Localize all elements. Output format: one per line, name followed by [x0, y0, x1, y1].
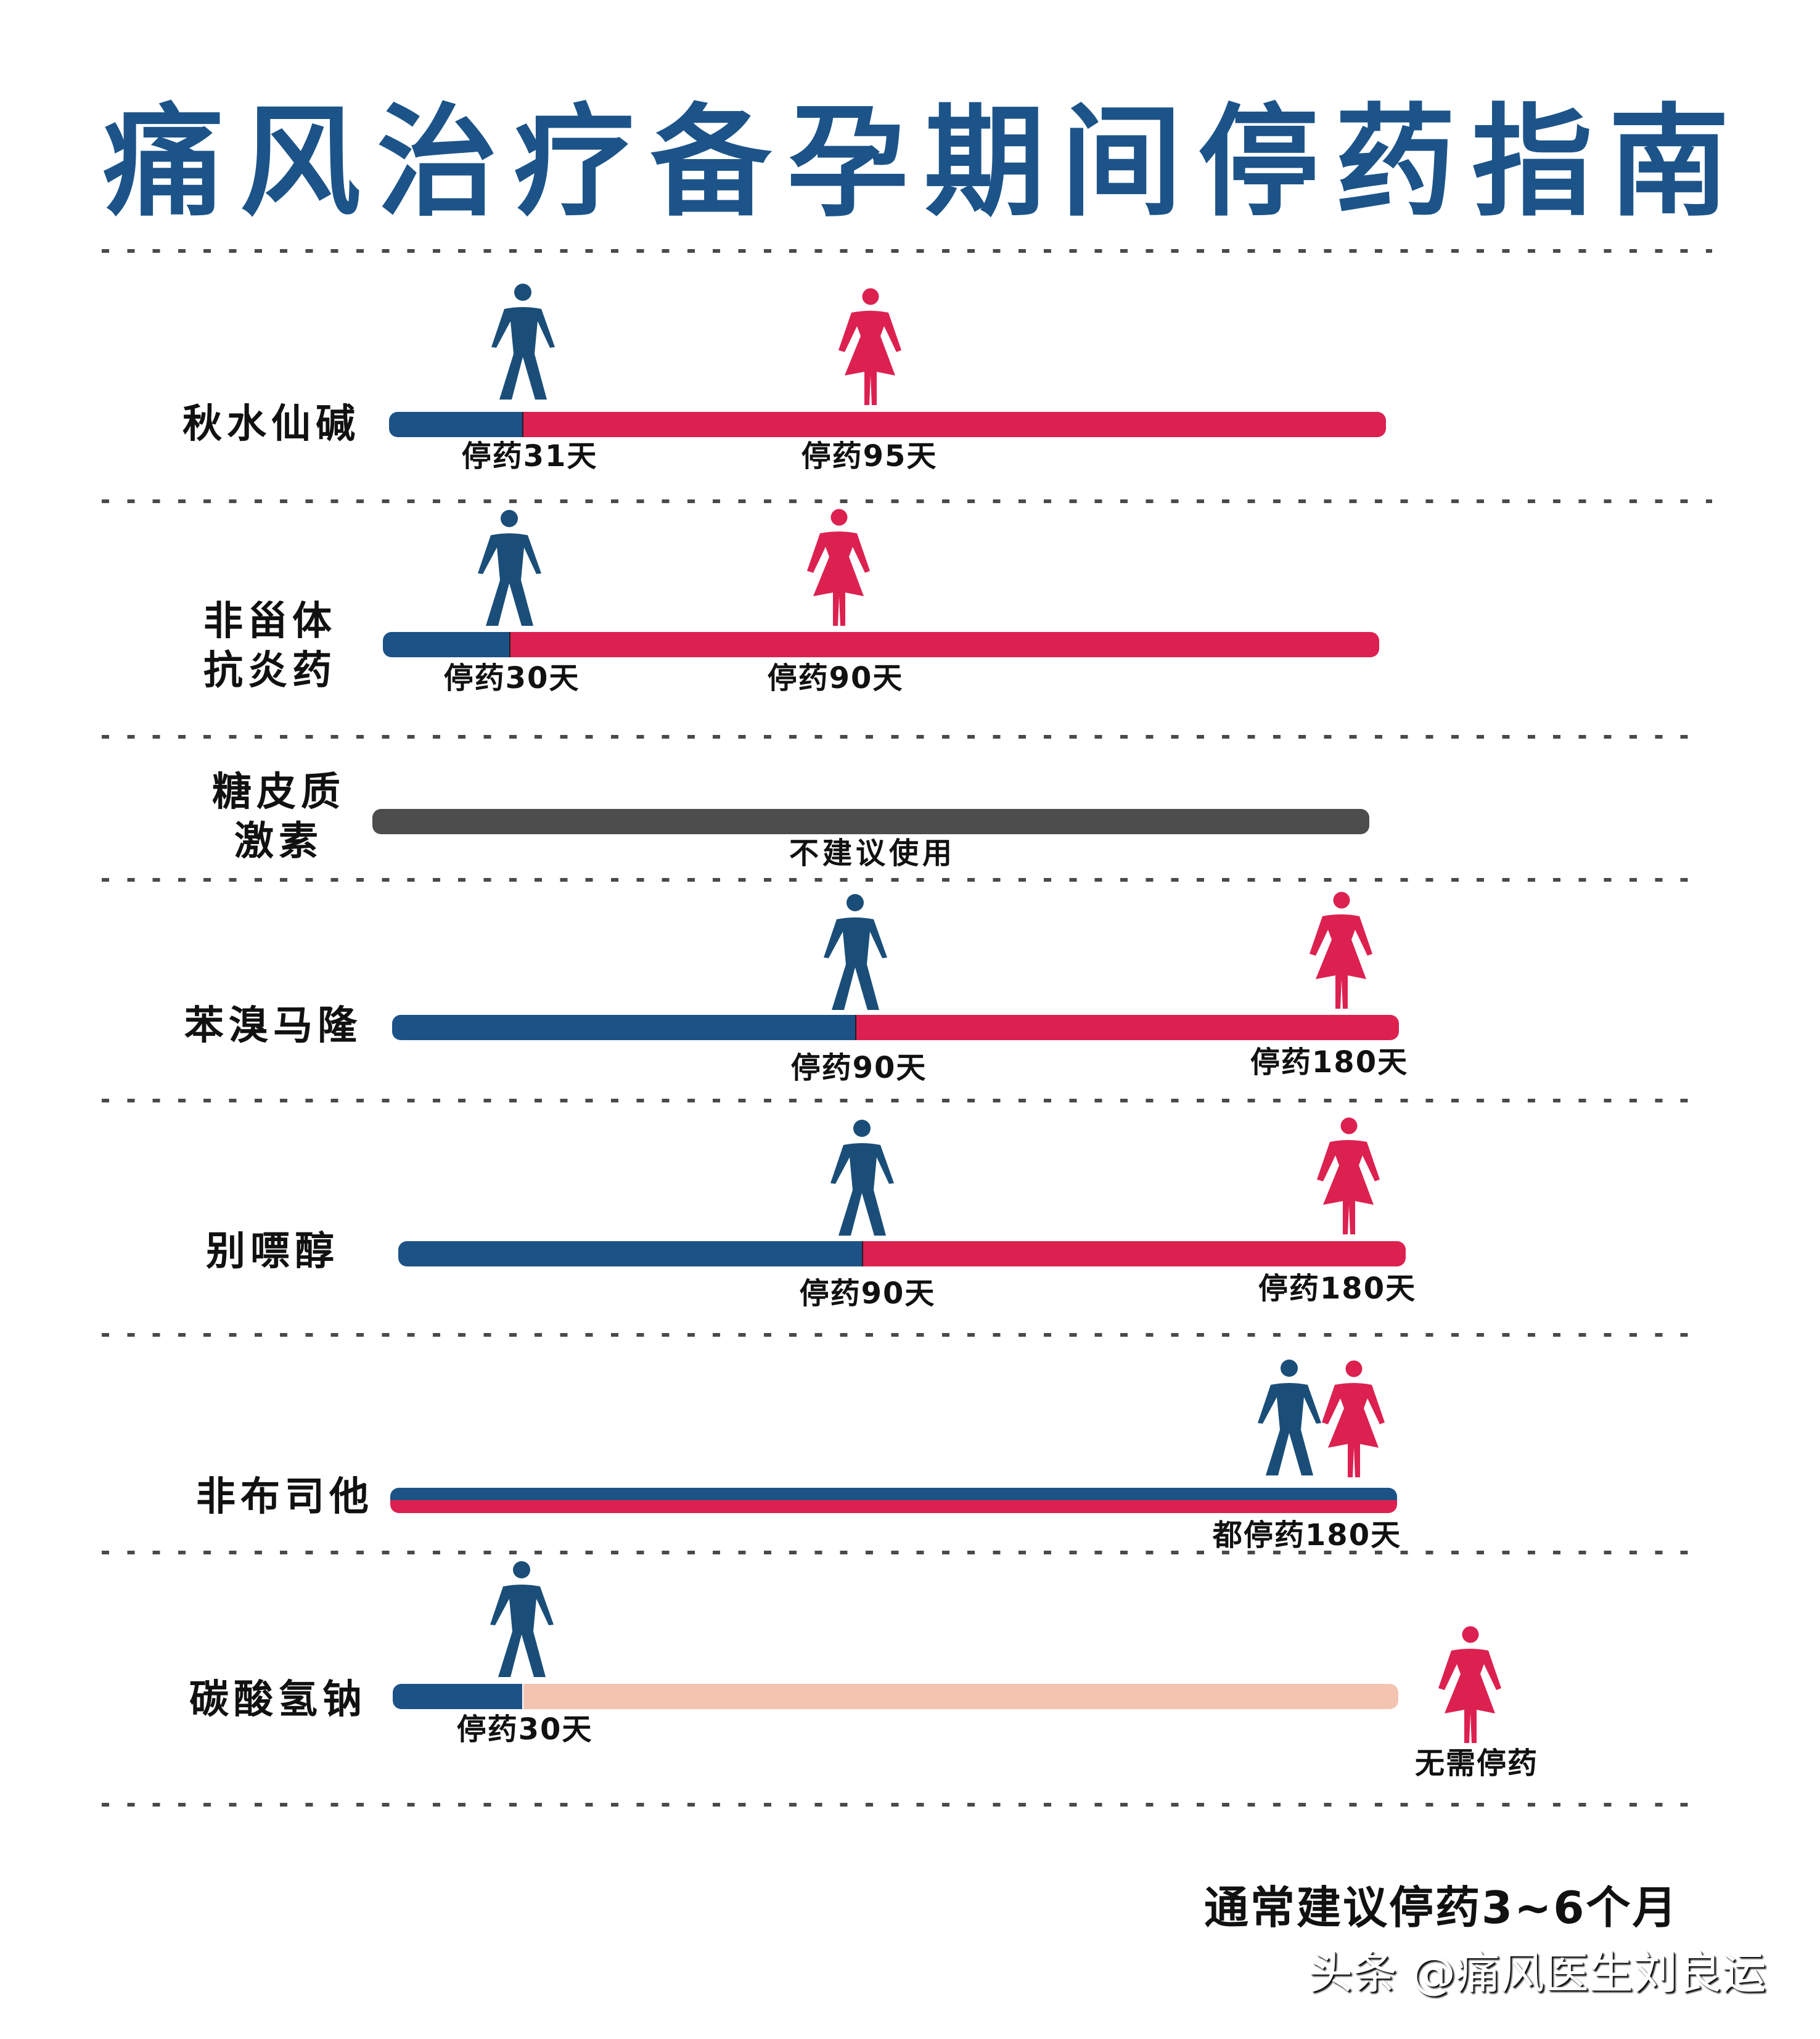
timeline-bar [372, 809, 1369, 834]
drug-name: 糖皮质 激素 [168, 768, 390, 866]
timeline-bar [389, 412, 1386, 437]
drug-name: 非甾体 抗炎药 [159, 597, 381, 695]
divider [102, 249, 1712, 253]
male-stop-label: 停药30天 [456, 1712, 593, 1747]
female-segment [522, 412, 1386, 437]
male-segment [393, 1684, 522, 1709]
female-stop-label: 停药180天 [1250, 1045, 1409, 1080]
watermark: 头条 @痛风医生刘良运 [1308, 1947, 1766, 1999]
male-stop-label: 停药30天 [443, 661, 580, 695]
no-stop-needed-segment [522, 1684, 1398, 1709]
timeline-bar [398, 1241, 1406, 1266]
female-segment [390, 1500, 1397, 1513]
male-segment [389, 412, 522, 437]
drug-name-line: 秋水仙碱 [182, 401, 360, 447]
female-stop-label: 停药95天 [801, 439, 938, 474]
divider [102, 735, 1691, 739]
drug-name: 碳酸氢钠 [167, 1675, 389, 1725]
female-segment [855, 1015, 1399, 1040]
female-stop-label: 停药90天 [767, 661, 904, 695]
divider [102, 1803, 1691, 1807]
male-stop-label: 停药90天 [799, 1276, 936, 1311]
male-segment [390, 1488, 1397, 1500]
male-segment [383, 632, 509, 657]
timeline-bar [390, 1488, 1397, 1513]
timeline-bar [392, 1015, 1399, 1040]
male-stop-label: 停药90天 [790, 1051, 927, 1085]
man-icon [467, 504, 554, 634]
drug-name-line: 激素 [234, 819, 323, 864]
footer-note: 通常建议停药3~6个月 [1204, 1882, 1679, 1934]
drug-name: 别嘌醇 [162, 1227, 383, 1276]
drug-name-line: 别嘌醇 [206, 1229, 339, 1274]
drug-name-line: 苯溴马隆 [184, 1003, 362, 1049]
male-segment [398, 1241, 862, 1266]
status-label: 不建议使用 [789, 836, 956, 871]
drug-name-line: 非甾体 [203, 599, 337, 644]
man-icon [481, 278, 567, 408]
male-stop-label: 停药31天 [461, 439, 598, 474]
woman-icon [797, 503, 883, 632]
page-title: 痛风治疗备孕期间停药指南 [103, 92, 1746, 233]
female-stop-label: 无需停药 [1414, 1746, 1538, 1781]
woman-icon [829, 282, 915, 411]
woman-icon [1300, 885, 1386, 1015]
drug-name-line: 碳酸氢钠 [189, 1677, 367, 1723]
female-segment [509, 632, 1379, 657]
divider [102, 1551, 1691, 1554]
both-stop-label: 都停药180天 [1212, 1518, 1402, 1553]
divider [102, 878, 1691, 882]
female-segment [862, 1241, 1406, 1266]
female-stop-label: 停药180天 [1258, 1271, 1417, 1306]
man-icon [813, 888, 900, 1018]
not-recommended-segment [372, 809, 1369, 834]
man-icon [480, 1556, 566, 1685]
divider [102, 499, 1712, 503]
woman-icon [1312, 1354, 1398, 1483]
drug-name-line: 抗炎药 [203, 648, 337, 694]
drug-name: 苯溴马隆 [162, 1001, 384, 1051]
timeline-bar [393, 1684, 1398, 1709]
woman-icon [1429, 1620, 1515, 1749]
drug-name: 非布司他 [174, 1472, 396, 1522]
timeline-bar [383, 632, 1379, 657]
man-icon [820, 1114, 906, 1244]
male-segment [392, 1015, 855, 1040]
divider [102, 1099, 1691, 1102]
drug-name-line: 糖皮质 [212, 769, 345, 815]
woman-icon [1307, 1111, 1393, 1241]
drug-name-line: 非布司他 [196, 1474, 374, 1520]
drug-name: 秋水仙碱 [160, 400, 382, 449]
divider [102, 1333, 1691, 1337]
